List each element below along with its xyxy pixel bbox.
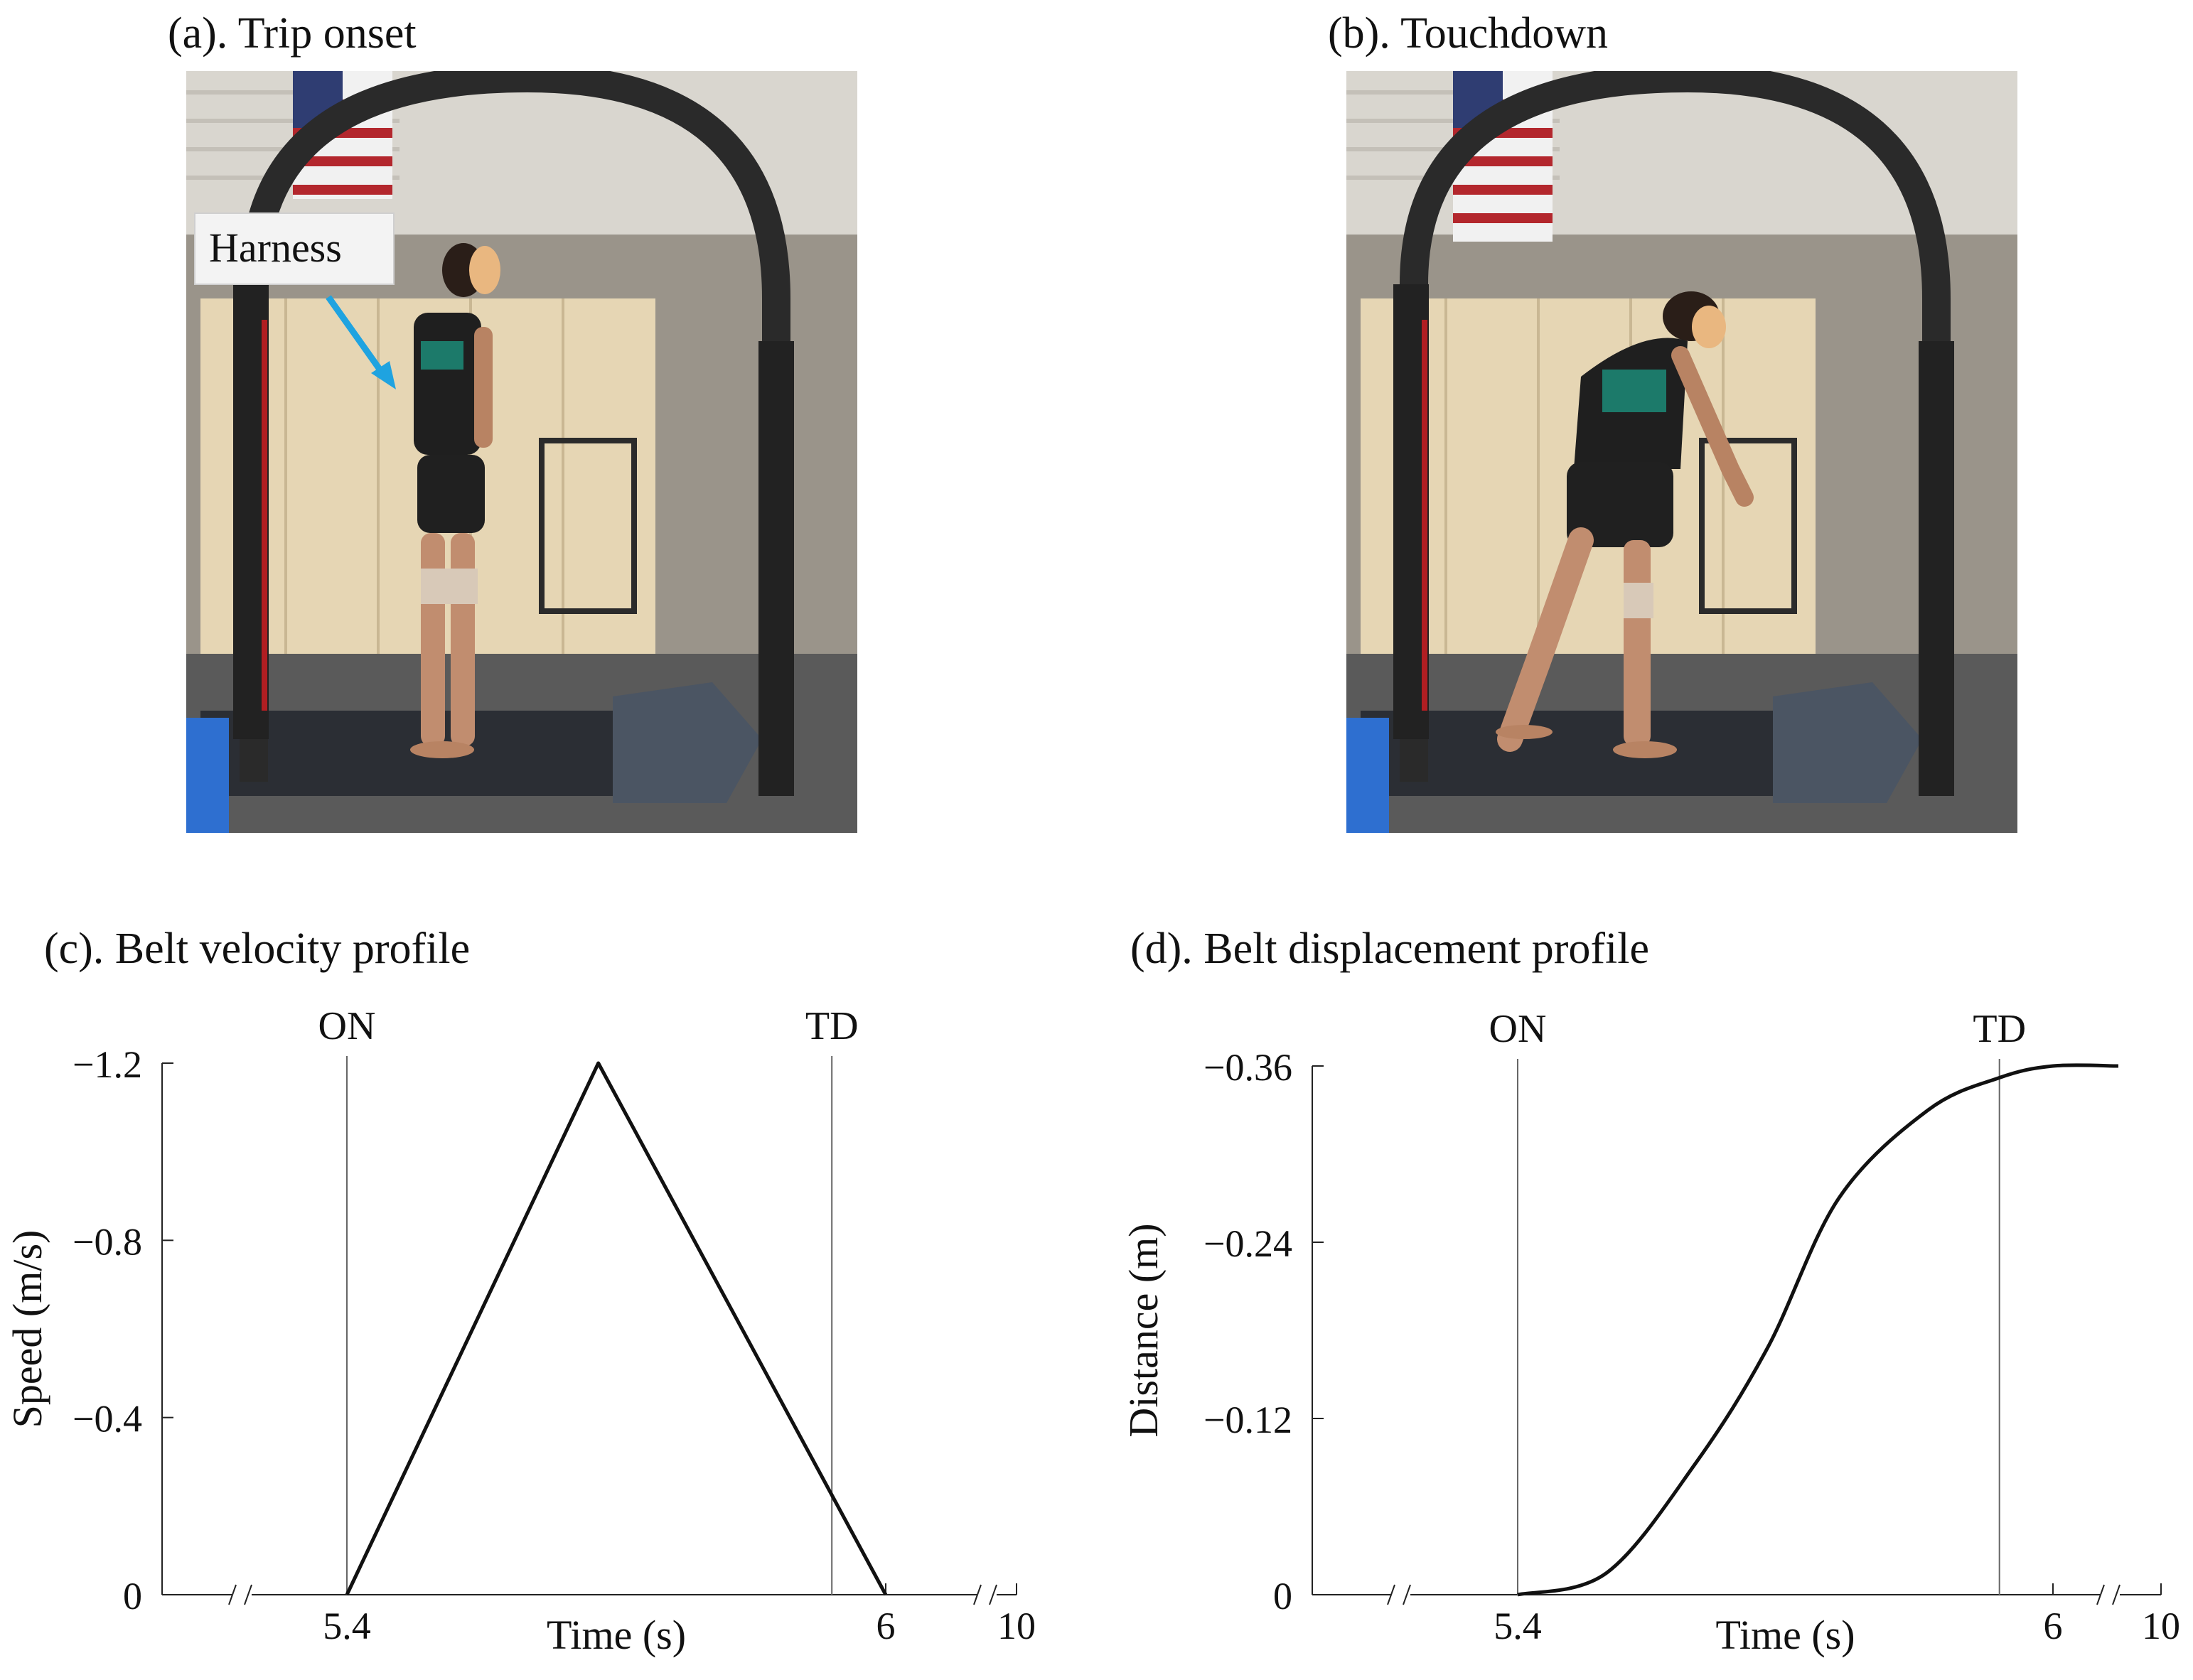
panel-c-title: (c). Belt velocity profile	[44, 925, 471, 973]
axis-break-mark	[1403, 1584, 1411, 1605]
axis-break-gap	[2100, 1585, 2120, 1605]
axis-break-mark	[2096, 1584, 2105, 1605]
axis-break-mark	[2112, 1584, 2120, 1605]
x-tick-label: 5.4	[323, 1605, 371, 1647]
y-axis-label: Speed (m/s)	[4, 1230, 50, 1428]
x-tick-label: 10	[2142, 1605, 2180, 1647]
photo-touchdown	[1346, 71, 2017, 833]
y-tick-label: −0.8	[73, 1220, 142, 1263]
axis-break-mark	[244, 1584, 252, 1605]
axis-break-mark	[1387, 1584, 1395, 1605]
x-tick-label: 5.4	[1494, 1605, 1542, 1647]
series-line	[1517, 1063, 2119, 1597]
y-tick-label: −0.24	[1203, 1222, 1292, 1265]
y-tick-label: −0.12	[1203, 1399, 1292, 1441]
x-tick-label: 6	[876, 1605, 896, 1647]
event-label-td: TD	[805, 1004, 859, 1048]
y-tick-label: −1.2	[73, 1043, 142, 1086]
x-tick-label: 10	[997, 1605, 1036, 1647]
axis-break-gap	[232, 1585, 252, 1605]
panel-a-title: (a). Trip onset	[168, 9, 417, 58]
event-label-on: ON	[318, 1004, 376, 1048]
y-tick-label: 0	[1273, 1575, 1292, 1617]
event-label-on: ON	[1489, 1007, 1547, 1051]
axis-break-gap	[1390, 1585, 1410, 1605]
y-tick-label: −0.36	[1203, 1046, 1292, 1089]
panel-d-title: (d). Belt displacement profile	[1130, 925, 1649, 973]
x-tick-label: 6	[2044, 1605, 2063, 1647]
axis-break-mark	[228, 1584, 237, 1605]
axis-break-mark	[989, 1584, 997, 1605]
photo-trip-onset: Harness	[186, 71, 857, 833]
event-label-td: TD	[1973, 1007, 2026, 1051]
y-tick-label: 0	[123, 1575, 142, 1617]
x-axis-label: Time (s)	[547, 1612, 686, 1658]
axis-break-gap	[977, 1585, 997, 1605]
series-line	[345, 1061, 888, 1596]
harness-label: Harness	[209, 225, 342, 271]
axis-break-mark	[973, 1584, 982, 1605]
y-axis-label: Distance (m)	[1120, 1223, 1167, 1437]
y-tick-label: −0.4	[73, 1398, 142, 1441]
x-axis-label: Time (s)	[1715, 1612, 1855, 1658]
panel-b-title: (b). Touchdown	[1328, 9, 1609, 58]
